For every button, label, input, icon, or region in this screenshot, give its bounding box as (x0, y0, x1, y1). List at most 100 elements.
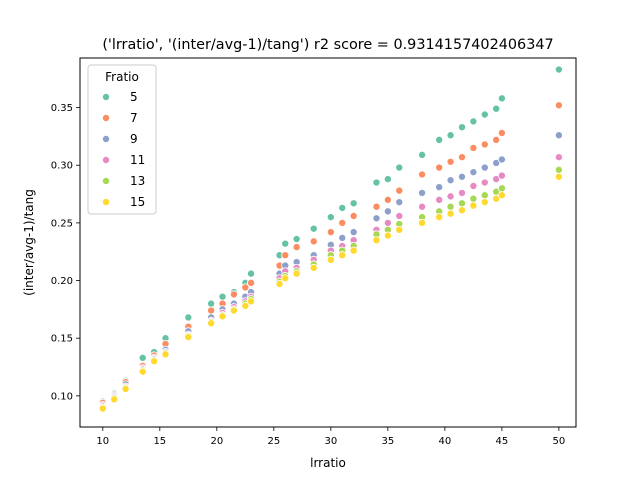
data-point-fratio-11 (383, 218, 392, 227)
data-point-fratio-11 (480, 178, 489, 187)
x-axis-ticks: 10 15 20 25 30 35 40 45 50 (96, 427, 565, 447)
data-point-fratio-15 (395, 225, 404, 234)
data-point-fratio-7 (207, 306, 216, 315)
data-point-fratio-15 (161, 350, 170, 359)
data-point-fratio-15 (372, 236, 381, 245)
data-point-fratio-13 (497, 184, 506, 193)
data-point-fratio-15 (326, 255, 335, 264)
chart-title: ('lrratio', '(inter/avg-1)/tang') r2 sco… (102, 37, 553, 53)
data-point-fratio-7 (241, 283, 250, 292)
y-tick-label: 0.30 (51, 161, 73, 172)
data-point-fratio-15 (247, 297, 256, 306)
data-point-fratio-9 (469, 168, 478, 177)
x-tick-label: 10 (96, 436, 109, 447)
legend-items: 5 7 9 11 13 15 (102, 90, 145, 209)
data-point-fratio-15 (492, 194, 501, 203)
data-point-fratio-15 (184, 333, 193, 342)
data-point-fratio-9 (383, 207, 392, 216)
data-point-fratio-15 (292, 269, 301, 278)
legend-marker-5 (102, 93, 111, 102)
legend-label-13: 13 (130, 174, 145, 188)
y-tick-label: 0.15 (51, 334, 73, 345)
data-point-fratio-5 (372, 178, 381, 187)
x-tick-label: 40 (439, 436, 452, 447)
data-point-fratio-11 (492, 175, 501, 184)
y-tick-label: 0.20 (51, 276, 73, 287)
data-point-fratio-15 (469, 201, 478, 210)
x-tick-label: 25 (267, 436, 280, 447)
data-point-fratio-13 (446, 202, 455, 211)
x-tick-label: 30 (324, 436, 337, 447)
data-point-fratio-5 (281, 239, 290, 248)
data-point-fratio-9 (435, 183, 444, 192)
data-point-fratio-15 (110, 395, 119, 404)
data-points (98, 65, 563, 413)
data-point-fratio-15 (218, 312, 227, 321)
data-point-fratio-7 (309, 237, 318, 246)
data-point-fratio-5 (292, 235, 301, 244)
legend-marker-7 (102, 114, 111, 123)
data-point-fratio-7 (480, 140, 489, 149)
data-point-fratio-11 (497, 171, 506, 180)
data-point-fratio-13 (554, 165, 563, 174)
data-point-fratio-11 (435, 195, 444, 204)
data-point-fratio-7 (492, 135, 501, 144)
x-tick-label: 15 (153, 436, 166, 447)
data-point-fratio-11 (469, 181, 478, 190)
data-point-fratio-9 (418, 188, 427, 197)
data-point-fratio-7 (497, 128, 506, 137)
data-point-fratio-13 (469, 194, 478, 203)
data-point-fratio-15 (275, 280, 284, 289)
data-point-fratio-15 (418, 218, 427, 227)
data-point-fratio-5 (207, 299, 216, 308)
x-tick-label: 35 (381, 436, 394, 447)
data-point-fratio-13 (480, 191, 489, 200)
data-point-fratio-9 (338, 233, 347, 242)
data-point-fratio-15 (229, 306, 238, 315)
data-point-fratio-15 (281, 274, 290, 283)
data-point-fratio-5 (446, 131, 455, 140)
data-point-fratio-7 (281, 251, 290, 260)
data-point-fratio-5 (418, 150, 427, 159)
data-point-fratio-5 (349, 199, 358, 208)
data-point-fratio-11 (395, 211, 404, 220)
data-point-fratio-5 (383, 175, 392, 184)
legend-box (87, 64, 157, 215)
data-point-fratio-9 (480, 163, 489, 172)
data-point-fratio-15 (241, 301, 250, 310)
data-point-fratio-5 (457, 123, 466, 132)
data-point-fratio-9 (446, 176, 455, 185)
legend-label-7: 7 (130, 111, 138, 125)
data-point-fratio-15 (150, 357, 159, 366)
data-point-fratio-9 (554, 131, 563, 140)
data-point-fratio-15 (446, 209, 455, 218)
legend-marker-9 (102, 134, 111, 143)
legend-label-11: 11 (130, 153, 145, 167)
data-point-fratio-7 (435, 163, 444, 172)
data-point-fratio-5 (138, 353, 147, 362)
legend-label-5: 5 (130, 90, 138, 104)
data-point-fratio-7 (247, 278, 256, 287)
data-point-fratio-9 (395, 198, 404, 207)
x-tick-label: 45 (496, 436, 509, 447)
data-point-fratio-5 (492, 104, 501, 113)
data-point-fratio-7 (338, 218, 347, 227)
data-point-fratio-11 (446, 192, 455, 201)
data-point-fratio-7 (395, 186, 404, 195)
legend-marker-15 (102, 197, 111, 206)
data-point-fratio-5 (554, 65, 563, 74)
data-point-fratio-7 (292, 243, 301, 252)
data-point-fratio-7 (418, 170, 427, 179)
data-point-fratio-5 (338, 203, 347, 212)
data-point-fratio-15 (383, 231, 392, 240)
plot-area-frame (79, 57, 577, 428)
data-point-fratio-5 (480, 110, 489, 119)
y-tick-label: 0.10 (51, 391, 73, 402)
legend: Fratio 5 7 9 11 13 15 (87, 64, 157, 215)
data-point-fratio-5 (247, 269, 256, 278)
legend-label-9: 9 (130, 132, 138, 146)
data-point-fratio-7 (326, 228, 335, 237)
x-axis-label: lrratio (310, 456, 346, 470)
data-point-fratio-5 (395, 163, 404, 172)
